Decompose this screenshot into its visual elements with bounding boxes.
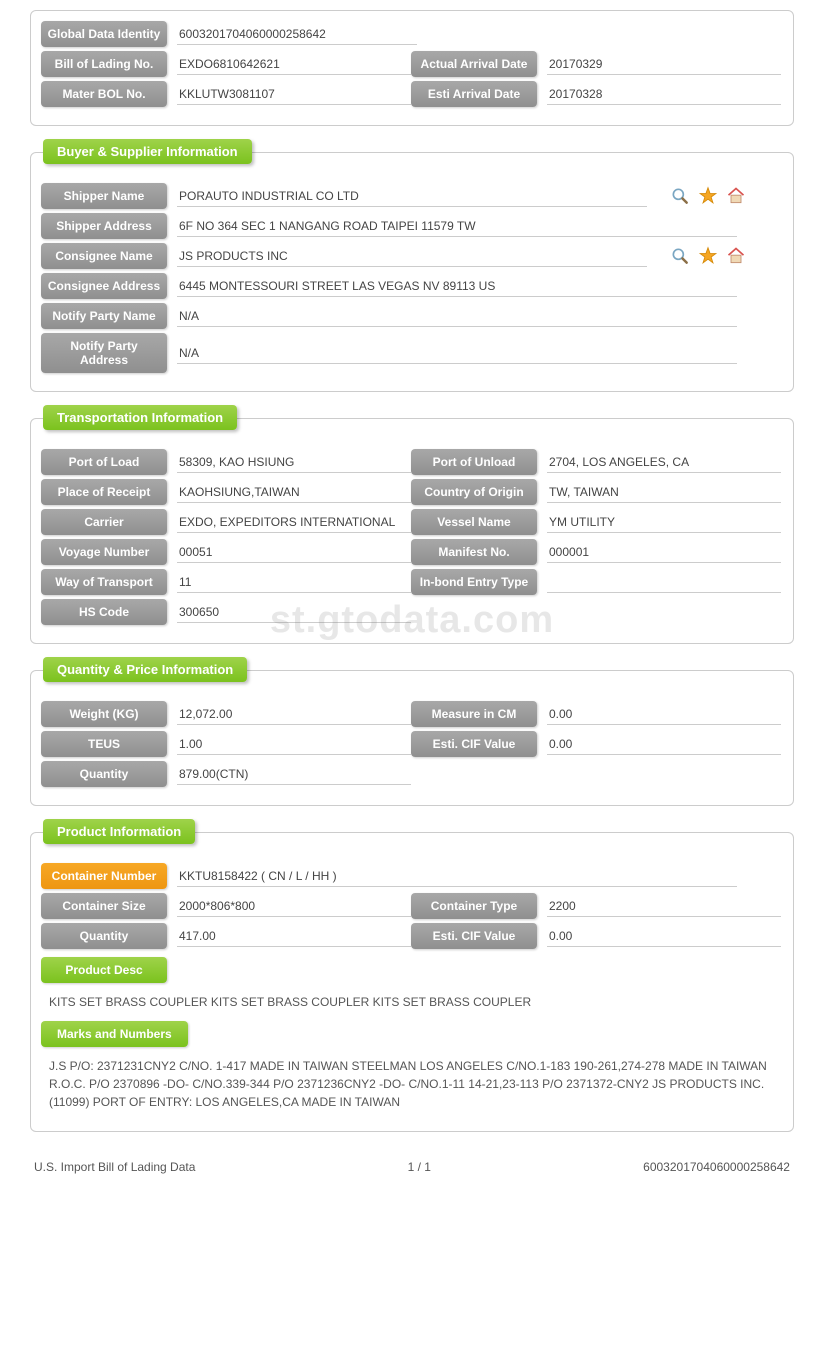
voyage-label: Voyage Number	[41, 539, 167, 565]
footer-left: U.S. Import Bill of Lading Data	[34, 1160, 195, 1174]
weight-value: 12,072.00	[177, 703, 411, 725]
p-qty-label: Quantity	[41, 923, 167, 949]
actual-arrival-label: Actual Arrival Date	[411, 51, 537, 77]
way-value: 11	[177, 571, 411, 593]
product-desc-value: KITS SET BRASS COUPLER KITS SET BRASS CO…	[41, 987, 783, 1017]
quantity-panel-title: Quantity & Price Information	[43, 657, 247, 682]
country-origin-label: Country of Origin	[411, 479, 537, 505]
home-icon[interactable]	[725, 185, 747, 207]
hs-value: 300650	[177, 601, 411, 623]
shipper-address-value: 6F NO 364 SEC 1 NANGANG ROAD TAIPEI 1157…	[177, 215, 737, 237]
weight-label: Weight (KG)	[41, 701, 167, 727]
search-icon[interactable]	[669, 185, 691, 207]
p-cif-value: 0.00	[547, 925, 781, 947]
header-panel: Global Data Identity 6003201704060000258…	[30, 10, 794, 126]
q-cif-value: 0.00	[547, 733, 781, 755]
q-qty-label: Quantity	[41, 761, 167, 787]
transport-panel-title: Transportation Information	[43, 405, 237, 430]
container-no-value: KKTU8158422 ( CN / L / HH )	[177, 865, 737, 887]
shipper-address-label: Shipper Address	[41, 213, 167, 239]
teus-label: TEUS	[41, 731, 167, 757]
transport-panel: Transportation Information st.gtodata.co…	[30, 418, 794, 644]
manifest-label: Manifest No.	[411, 539, 537, 565]
esti-arrival-value: 20170328	[547, 83, 781, 105]
star-icon[interactable]	[697, 185, 719, 207]
manifest-value: 000001	[547, 541, 781, 563]
container-size-label: Container Size	[41, 893, 167, 919]
p-qty-value: 417.00	[177, 925, 411, 947]
q-qty-value: 879.00(CTN)	[177, 763, 411, 785]
footer: U.S. Import Bill of Lading Data 1 / 1 60…	[30, 1152, 794, 1182]
p-cif-label: Esti. CIF Value	[411, 923, 537, 949]
consignee-address-value: 6445 MONTESSOURI STREET LAS VEGAS NV 891…	[177, 275, 737, 297]
place-receipt-value: KAOHSIUNG,TAIWAN	[177, 481, 411, 503]
place-receipt-label: Place of Receipt	[41, 479, 167, 505]
footer-center: 1 / 1	[408, 1160, 431, 1174]
container-no-label: Container Number	[41, 863, 167, 889]
global-data-identity-label: Global Data Identity	[41, 21, 167, 47]
actual-arrival-value: 20170329	[547, 53, 781, 75]
port-unload-value: 2704, LOS ANGELES, CA	[547, 451, 781, 473]
notify-address-label: Notify Party Address	[41, 333, 167, 373]
notify-name-value: N/A	[177, 305, 737, 327]
esti-arrival-label: Esti Arrival Date	[411, 81, 537, 107]
home-icon[interactable]	[725, 245, 747, 267]
notify-address-value: N/A	[177, 342, 737, 364]
product-panel-title: Product Information	[43, 819, 195, 844]
carrier-value: EXDO, EXPEDITORS INTERNATIONAL	[177, 511, 411, 533]
shipper-name-label: Shipper Name	[41, 183, 167, 209]
marks-label: Marks and Numbers	[41, 1021, 188, 1047]
shipper-name-value: PORAUTO INDUSTRIAL CO LTD	[177, 185, 647, 207]
consignee-name-value: JS PRODUCTS INC	[177, 245, 647, 267]
vessel-value: YM UTILITY	[547, 511, 781, 533]
product-desc-label: Product Desc	[41, 957, 167, 983]
consignee-name-label: Consignee Name	[41, 243, 167, 269]
marks-value: J.S P/O: 2371231CNY2 C/NO. 1-417 MADE IN…	[41, 1051, 783, 1117]
notify-name-label: Notify Party Name	[41, 303, 167, 329]
mater-bol-value: KKLUTW3081107	[177, 83, 411, 105]
quantity-panel: Quantity & Price Information Weight (KG)…	[30, 670, 794, 806]
bol-no-label: Bill of Lading No.	[41, 51, 167, 77]
teus-value: 1.00	[177, 733, 411, 755]
container-size-value: 2000*806*800	[177, 895, 411, 917]
q-cif-label: Esti. CIF Value	[411, 731, 537, 757]
bol-no-value: EXDO6810642621	[177, 53, 411, 75]
star-icon[interactable]	[697, 245, 719, 267]
buyer-panel: Buyer & Supplier Information Shipper Nam…	[30, 152, 794, 392]
country-origin-value: TW, TAIWAN	[547, 481, 781, 503]
way-label: Way of Transport	[41, 569, 167, 595]
mater-bol-label: Mater BOL No.	[41, 81, 167, 107]
hs-label: HS Code	[41, 599, 167, 625]
port-load-label: Port of Load	[41, 449, 167, 475]
consignee-address-label: Consignee Address	[41, 273, 167, 299]
footer-right: 6003201704060000258642	[643, 1160, 790, 1174]
voyage-value: 00051	[177, 541, 411, 563]
container-type-value: 2200	[547, 895, 781, 917]
measure-label: Measure in CM	[411, 701, 537, 727]
inbond-label: In-bond Entry Type	[411, 569, 537, 595]
inbond-value	[547, 571, 781, 593]
container-type-label: Container Type	[411, 893, 537, 919]
buyer-panel-title: Buyer & Supplier Information	[43, 139, 252, 164]
port-load-value: 58309, KAO HSIUNG	[177, 451, 411, 473]
carrier-label: Carrier	[41, 509, 167, 535]
product-panel: Product Information Container Number KKT…	[30, 832, 794, 1132]
measure-value: 0.00	[547, 703, 781, 725]
global-data-identity-value: 6003201704060000258642	[177, 23, 417, 45]
search-icon[interactable]	[669, 245, 691, 267]
vessel-label: Vessel Name	[411, 509, 537, 535]
port-unload-label: Port of Unload	[411, 449, 537, 475]
